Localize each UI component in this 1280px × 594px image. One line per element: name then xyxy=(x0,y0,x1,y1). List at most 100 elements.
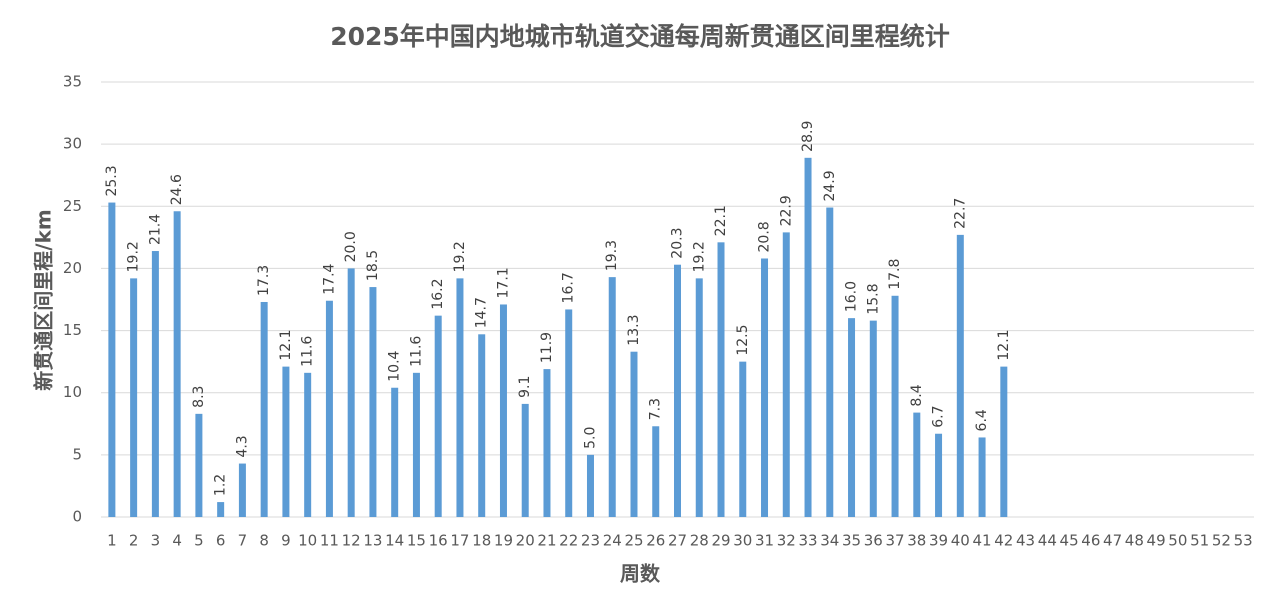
value-label: 22.7 xyxy=(952,198,968,229)
value-label: 21.4 xyxy=(147,214,163,245)
x-tick-label: 19 xyxy=(494,532,513,550)
y-tick-label: 30 xyxy=(63,135,82,153)
x-tick-label: 25 xyxy=(624,532,643,550)
value-label: 1.2 xyxy=(213,474,229,496)
value-label: 24.6 xyxy=(169,174,185,205)
x-tick-label: 24 xyxy=(603,532,622,550)
bar xyxy=(108,202,116,518)
y-tick-label: 20 xyxy=(63,259,82,277)
bar xyxy=(608,277,616,517)
value-label: 8.3 xyxy=(191,386,207,408)
value-label: 14.7 xyxy=(474,297,490,328)
bar xyxy=(456,278,464,517)
x-tick-label: 26 xyxy=(646,532,665,550)
x-tick-label: 14 xyxy=(385,532,404,550)
x-tick-label: 1 xyxy=(107,532,117,550)
bar xyxy=(347,268,355,517)
bar xyxy=(130,278,138,517)
bar xyxy=(478,334,486,517)
value-label: 10.4 xyxy=(387,350,403,381)
x-tick-label: 6 xyxy=(216,532,226,550)
bar xyxy=(304,372,312,517)
bar xyxy=(630,351,638,517)
value-label: 20.0 xyxy=(343,231,359,262)
x-tick-label: 15 xyxy=(407,532,426,550)
bar xyxy=(412,372,420,517)
bar xyxy=(173,211,181,517)
bar xyxy=(151,251,159,517)
bar xyxy=(521,403,529,517)
x-tick-label: 21 xyxy=(537,532,556,550)
value-label: 22.1 xyxy=(713,205,729,236)
value-label: 28.9 xyxy=(800,121,816,152)
x-tick-label: 29 xyxy=(711,532,730,550)
x-tick-label: 49 xyxy=(1147,532,1166,550)
x-tick-label: 8 xyxy=(259,532,269,550)
value-label: 16.0 xyxy=(844,281,860,312)
value-label: 19.3 xyxy=(604,240,620,271)
bar xyxy=(238,463,246,517)
x-tick-label: 39 xyxy=(929,532,948,550)
value-label: 16.2 xyxy=(430,278,446,309)
value-label: 17.1 xyxy=(495,267,511,298)
bar xyxy=(260,301,268,517)
x-tick-label: 50 xyxy=(1168,532,1187,550)
value-label: 5.0 xyxy=(582,427,598,449)
value-label: 11.9 xyxy=(539,332,555,363)
value-label: 6.7 xyxy=(931,405,947,427)
bar xyxy=(652,426,660,517)
x-tick-label: 32 xyxy=(777,532,796,550)
bar xyxy=(956,234,964,517)
bar xyxy=(1000,366,1008,517)
y-tick-label: 25 xyxy=(63,197,82,215)
bar xyxy=(935,433,943,517)
bar xyxy=(195,413,203,517)
x-tick-label: 38 xyxy=(907,532,926,550)
bar xyxy=(804,157,812,518)
value-label: 12.5 xyxy=(735,324,751,355)
x-tick-label: 23 xyxy=(581,532,600,550)
bar xyxy=(739,361,747,517)
x-tick-label: 27 xyxy=(668,532,687,550)
x-tick-label: 42 xyxy=(994,532,1013,550)
x-tick-label: 44 xyxy=(1038,532,1057,550)
y-tick-label: 5 xyxy=(72,445,82,463)
x-tick-label: 37 xyxy=(886,532,905,550)
value-label: 19.2 xyxy=(691,241,707,272)
bar xyxy=(717,242,725,518)
bar xyxy=(586,454,594,517)
value-label: 7.3 xyxy=(648,398,664,420)
bar xyxy=(674,264,681,517)
x-tick-label: 7 xyxy=(238,532,248,550)
bar xyxy=(891,295,899,517)
x-tick-label: 36 xyxy=(864,532,883,550)
x-tick-label: 31 xyxy=(755,532,774,550)
x-tick-label: 13 xyxy=(363,532,382,550)
bar xyxy=(782,232,790,517)
value-label: 17.3 xyxy=(256,265,272,296)
x-tick-label: 51 xyxy=(1190,532,1209,550)
x-tick-label: 52 xyxy=(1212,532,1231,550)
value-label: 9.1 xyxy=(517,376,533,398)
value-label: 11.6 xyxy=(300,336,316,367)
value-label: 24.9 xyxy=(822,170,838,201)
bar xyxy=(826,207,834,517)
x-tick-label: 9 xyxy=(281,532,291,550)
x-tick-label: 41 xyxy=(973,532,992,550)
bar xyxy=(391,387,399,517)
x-tick-label: 53 xyxy=(1234,532,1253,550)
x-tick-label: 3 xyxy=(151,532,161,550)
y-tick-label: 10 xyxy=(63,383,82,401)
value-label: 25.3 xyxy=(104,165,120,196)
x-tick-label: 5 xyxy=(194,532,204,550)
bar xyxy=(913,412,921,517)
value-label: 17.8 xyxy=(887,259,903,290)
value-label: 13.3 xyxy=(626,315,642,346)
value-label: 20.8 xyxy=(757,221,773,252)
x-tick-label: 18 xyxy=(472,532,491,550)
bar xyxy=(695,278,703,517)
value-label: 6.4 xyxy=(974,409,990,431)
bar xyxy=(499,304,507,517)
x-tick-label: 16 xyxy=(429,532,448,550)
